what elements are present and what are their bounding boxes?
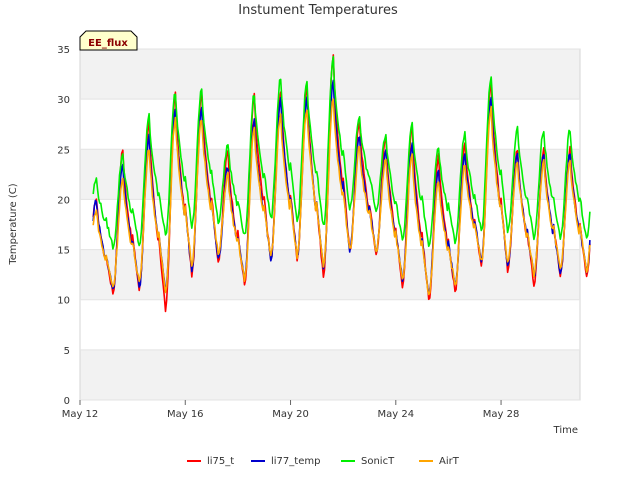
y-tick-label: 35 [57,45,70,56]
chart-title: Instument Temperatures [238,3,398,18]
y-tick-label: 0 [64,396,70,407]
y-tick-label: 30 [57,95,70,106]
x-axis: May 12 May 16 May 20 May 24 May 28 [62,400,520,420]
y-tick-label: 15 [57,246,70,257]
annotation-shape [79,30,138,51]
legend: li75_t li77_temp SonicT AirT [187,456,460,467]
y-tick-label: 5 [64,346,70,357]
legend-label-li77_temp: li77_temp [271,456,320,467]
x-tick-label: May 24 [378,409,415,420]
series-line-AirT [92,98,591,296]
grid-band [80,349,580,400]
legend-label-SonicT: SonicT [361,456,395,467]
y-tick-label: 20 [57,195,70,206]
x-tick-label: May 12 [62,409,99,420]
legend-label-AirT: AirT [439,456,460,467]
annotation-label: EE_flux [88,38,128,49]
x-tick-label: May 20 [272,409,309,420]
annotation-box: EE_flux [79,30,138,51]
y-tick-label: 10 [57,296,70,307]
y-axis: 0 5 10 15 20 25 30 35 [57,45,70,407]
series-lines [92,54,591,313]
legend-label-li75_t: li75_t [207,456,234,467]
x-axis-label: Time [553,425,578,436]
y-axis-label: Temperature (C) [8,183,19,265]
series-line-SonicT [92,55,591,250]
y-tick-label: 25 [57,145,70,156]
grid-band [80,249,580,300]
x-tick-label: May 16 [167,409,204,420]
x-tick-label: May 28 [483,409,520,420]
